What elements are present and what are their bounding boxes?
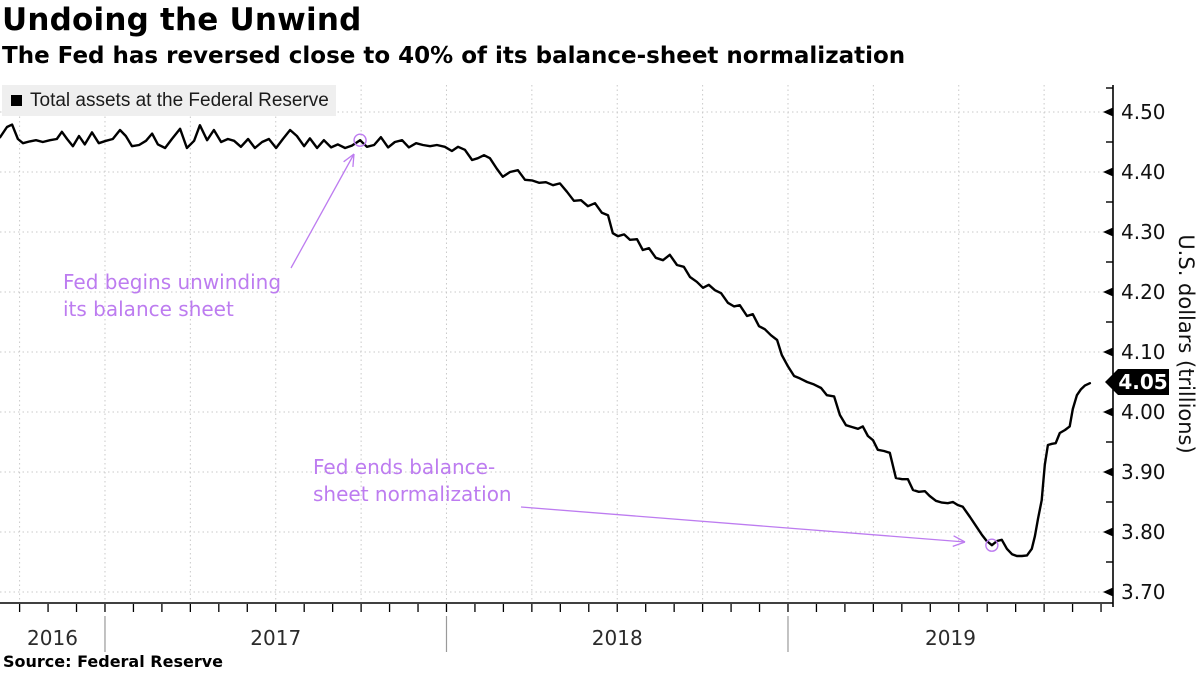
y-major-tick: [1103, 227, 1113, 237]
y-axis-tick-label: 4.00: [1121, 400, 1166, 424]
source-credit: Source: Federal Reserve: [3, 652, 223, 671]
annotation-line: sheet normalization: [313, 482, 512, 506]
y-axis-tick-label: 4.50: [1121, 100, 1166, 124]
y-axis-tick-label: 4.20: [1121, 280, 1166, 304]
y-major-tick: [1103, 167, 1113, 177]
y-major-tick: [1103, 287, 1113, 297]
annotation-begin-unwinding: Fed begins unwinding its balance sheet: [63, 269, 281, 323]
y-axis-title: U.S. dollars (trillions): [1174, 234, 1198, 453]
y-major-tick: [1103, 467, 1113, 477]
annotation-circle-marker: [985, 538, 999, 552]
annotation-arrowhead: [953, 535, 966, 543]
x-axis-year-label: 2019: [925, 626, 976, 650]
annotation-line: its balance sheet: [63, 297, 234, 321]
y-axis-tick-label: 3.90: [1121, 460, 1166, 484]
y-major-tick: [1103, 407, 1113, 417]
page-subtitle: The Fed has reversed close to 40% of its…: [2, 43, 906, 69]
y-axis-tick-label: 3.80: [1121, 520, 1166, 544]
x-axis-year-label: 2018: [592, 626, 643, 650]
annotation-line: Fed begins unwinding: [63, 270, 282, 294]
annotation-ends-normalization: Fed ends balance- sheet normalization: [313, 454, 512, 508]
page-title: Undoing the Unwind: [2, 2, 362, 38]
legend-marker-icon: [11, 95, 22, 106]
annotation-circle-marker: [353, 133, 367, 147]
legend: Total assets at the Federal Reserve: [2, 85, 336, 116]
y-axis-tick-label: 4.30: [1121, 220, 1166, 244]
x-axis-year-label: 2016: [27, 626, 78, 650]
annotation-line: Fed ends balance-: [313, 455, 496, 479]
x-axis-year-label: 2017: [250, 626, 301, 650]
y-axis-tick-label: 3.70: [1121, 580, 1166, 604]
legend-label: Total assets at the Federal Reserve: [30, 89, 329, 111]
annotation-arrow: [520, 506, 966, 543]
last-value-badge: [1105, 369, 1169, 395]
y-axis-tick-label: 4.40: [1121, 160, 1166, 184]
annotation-arrowhead: [352, 153, 355, 168]
y-major-tick: [1103, 107, 1113, 117]
y-axis-tick-label: 4.10: [1121, 340, 1166, 364]
y-major-tick: [1103, 527, 1113, 537]
last-value-badge-label: 4.05: [1118, 370, 1167, 394]
y-major-tick: [1103, 347, 1113, 357]
y-major-tick: [1103, 587, 1113, 597]
annotation-arrowhead: [952, 541, 966, 547]
annotation-arrow: [290, 153, 355, 269]
total-assets-line: [0, 123, 1092, 558]
annotation-arrowhead: [343, 153, 355, 163]
